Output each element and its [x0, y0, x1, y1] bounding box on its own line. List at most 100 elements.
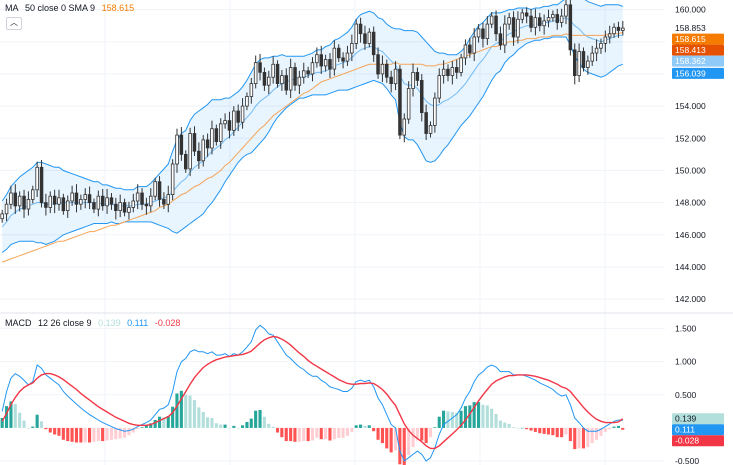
candle-body [393, 68, 398, 85]
price-badge: 158.413 [672, 44, 724, 56]
candle-body [96, 195, 101, 210]
candle [376, 47, 380, 79]
candle-body [323, 59, 328, 67]
macd-histogram-bar [131, 427, 135, 433]
macd-histogram-bar [542, 427, 546, 434]
candle [197, 142, 201, 169]
candle-body [109, 197, 114, 205]
candle [170, 159, 175, 201]
macd-tick-label: 1.000 [675, 357, 697, 367]
candle-body [249, 83, 254, 97]
macd-histogram-bar [363, 425, 367, 428]
macd-legend: MACD 12 26 close 9 0.139 0.111 -0.028 [5, 318, 184, 328]
macd-histogram-bar [564, 427, 568, 435]
candle [118, 194, 122, 218]
candle-body [319, 54, 323, 67]
candle [559, 8, 564, 28]
candle [336, 44, 341, 62]
macd-histogram-bar [271, 426, 275, 428]
candle-body [66, 200, 70, 212]
candle-body [179, 134, 184, 155]
candle-body [301, 70, 306, 78]
macd-histogram-bar [577, 427, 581, 449]
candle [555, 8, 560, 30]
macd-histogram-bar [179, 390, 183, 428]
macd-histogram-bar [612, 426, 616, 428]
candle [363, 25, 367, 50]
price-tick-label: 160.000 [675, 5, 706, 15]
macd-histogram-bar [258, 410, 262, 428]
macd-histogram-bar [284, 427, 288, 442]
macd-histogram-bar [616, 425, 620, 428]
macd-histogram-bar [223, 424, 227, 428]
macd-histogram-bar [560, 427, 564, 438]
candle-body [607, 33, 612, 38]
candle [586, 55, 590, 75]
candle [214, 124, 219, 146]
macd-histogram-bar [96, 427, 100, 442]
candle-body [489, 15, 494, 25]
candle [192, 126, 197, 156]
candle [9, 185, 13, 210]
candle [441, 60, 446, 84]
candle [140, 188, 144, 210]
candle-body [603, 36, 608, 44]
price-axis[interactable]: 160.000158.000156.000154.000152.000150.0… [672, 5, 724, 304]
macd-histogram-bar [227, 427, 231, 429]
macd-histogram-bar [88, 427, 92, 443]
ma50-line [2, 31, 623, 263]
candle [424, 104, 428, 140]
candle [358, 17, 363, 43]
macd-histogram-bar [350, 427, 354, 432]
candle-body [350, 43, 354, 54]
candle [489, 12, 494, 29]
candle-body [459, 57, 463, 73]
chevron-up-icon[interactable]: ︿ [6, 17, 22, 30]
candle [516, 11, 520, 44]
macd-histogram-bar [245, 422, 249, 428]
candle-body [481, 28, 485, 39]
candle [236, 104, 240, 132]
macd-histogram-bar [26, 427, 30, 429]
candle-body [590, 52, 595, 62]
macd-pane[interactable] [0, 324, 625, 465]
candle [79, 194, 83, 210]
macd-histogram-bar [166, 416, 170, 428]
candle [446, 64, 450, 82]
candle [271, 56, 275, 84]
candle-body [205, 139, 210, 149]
candle-body [503, 23, 507, 46]
macd-histogram-bar [35, 414, 39, 428]
macd-histogram-bar [581, 427, 585, 449]
candle-body [328, 59, 332, 70]
macd-histogram-bar [337, 427, 341, 438]
candle [616, 21, 621, 38]
candle [533, 8, 538, 36]
candle-body [240, 105, 245, 123]
candle-body [57, 197, 61, 205]
candle-body [271, 63, 275, 78]
bollinger-band-fill [2, 0, 623, 253]
candle-body [61, 197, 66, 212]
candle-body [175, 134, 179, 165]
macd-histogram-bar [158, 416, 162, 428]
candle-body [376, 54, 380, 75]
candle [402, 113, 406, 143]
price-pane[interactable] [0, 0, 625, 263]
macd-histogram-bar [162, 417, 166, 428]
candle-body [288, 67, 293, 91]
macd-histogram-bar [175, 393, 179, 428]
macd-badge: 0.111 [672, 424, 724, 436]
macd-histogram-bar [546, 427, 550, 435]
candle-body [52, 195, 57, 205]
macd-histogram-bar [586, 427, 590, 448]
candle-body [402, 118, 406, 136]
candle-body [568, 4, 573, 51]
candle [594, 39, 599, 62]
candle-body [472, 36, 476, 54]
candle-body [599, 43, 603, 49]
candle-body [538, 17, 542, 27]
candle [310, 57, 315, 82]
